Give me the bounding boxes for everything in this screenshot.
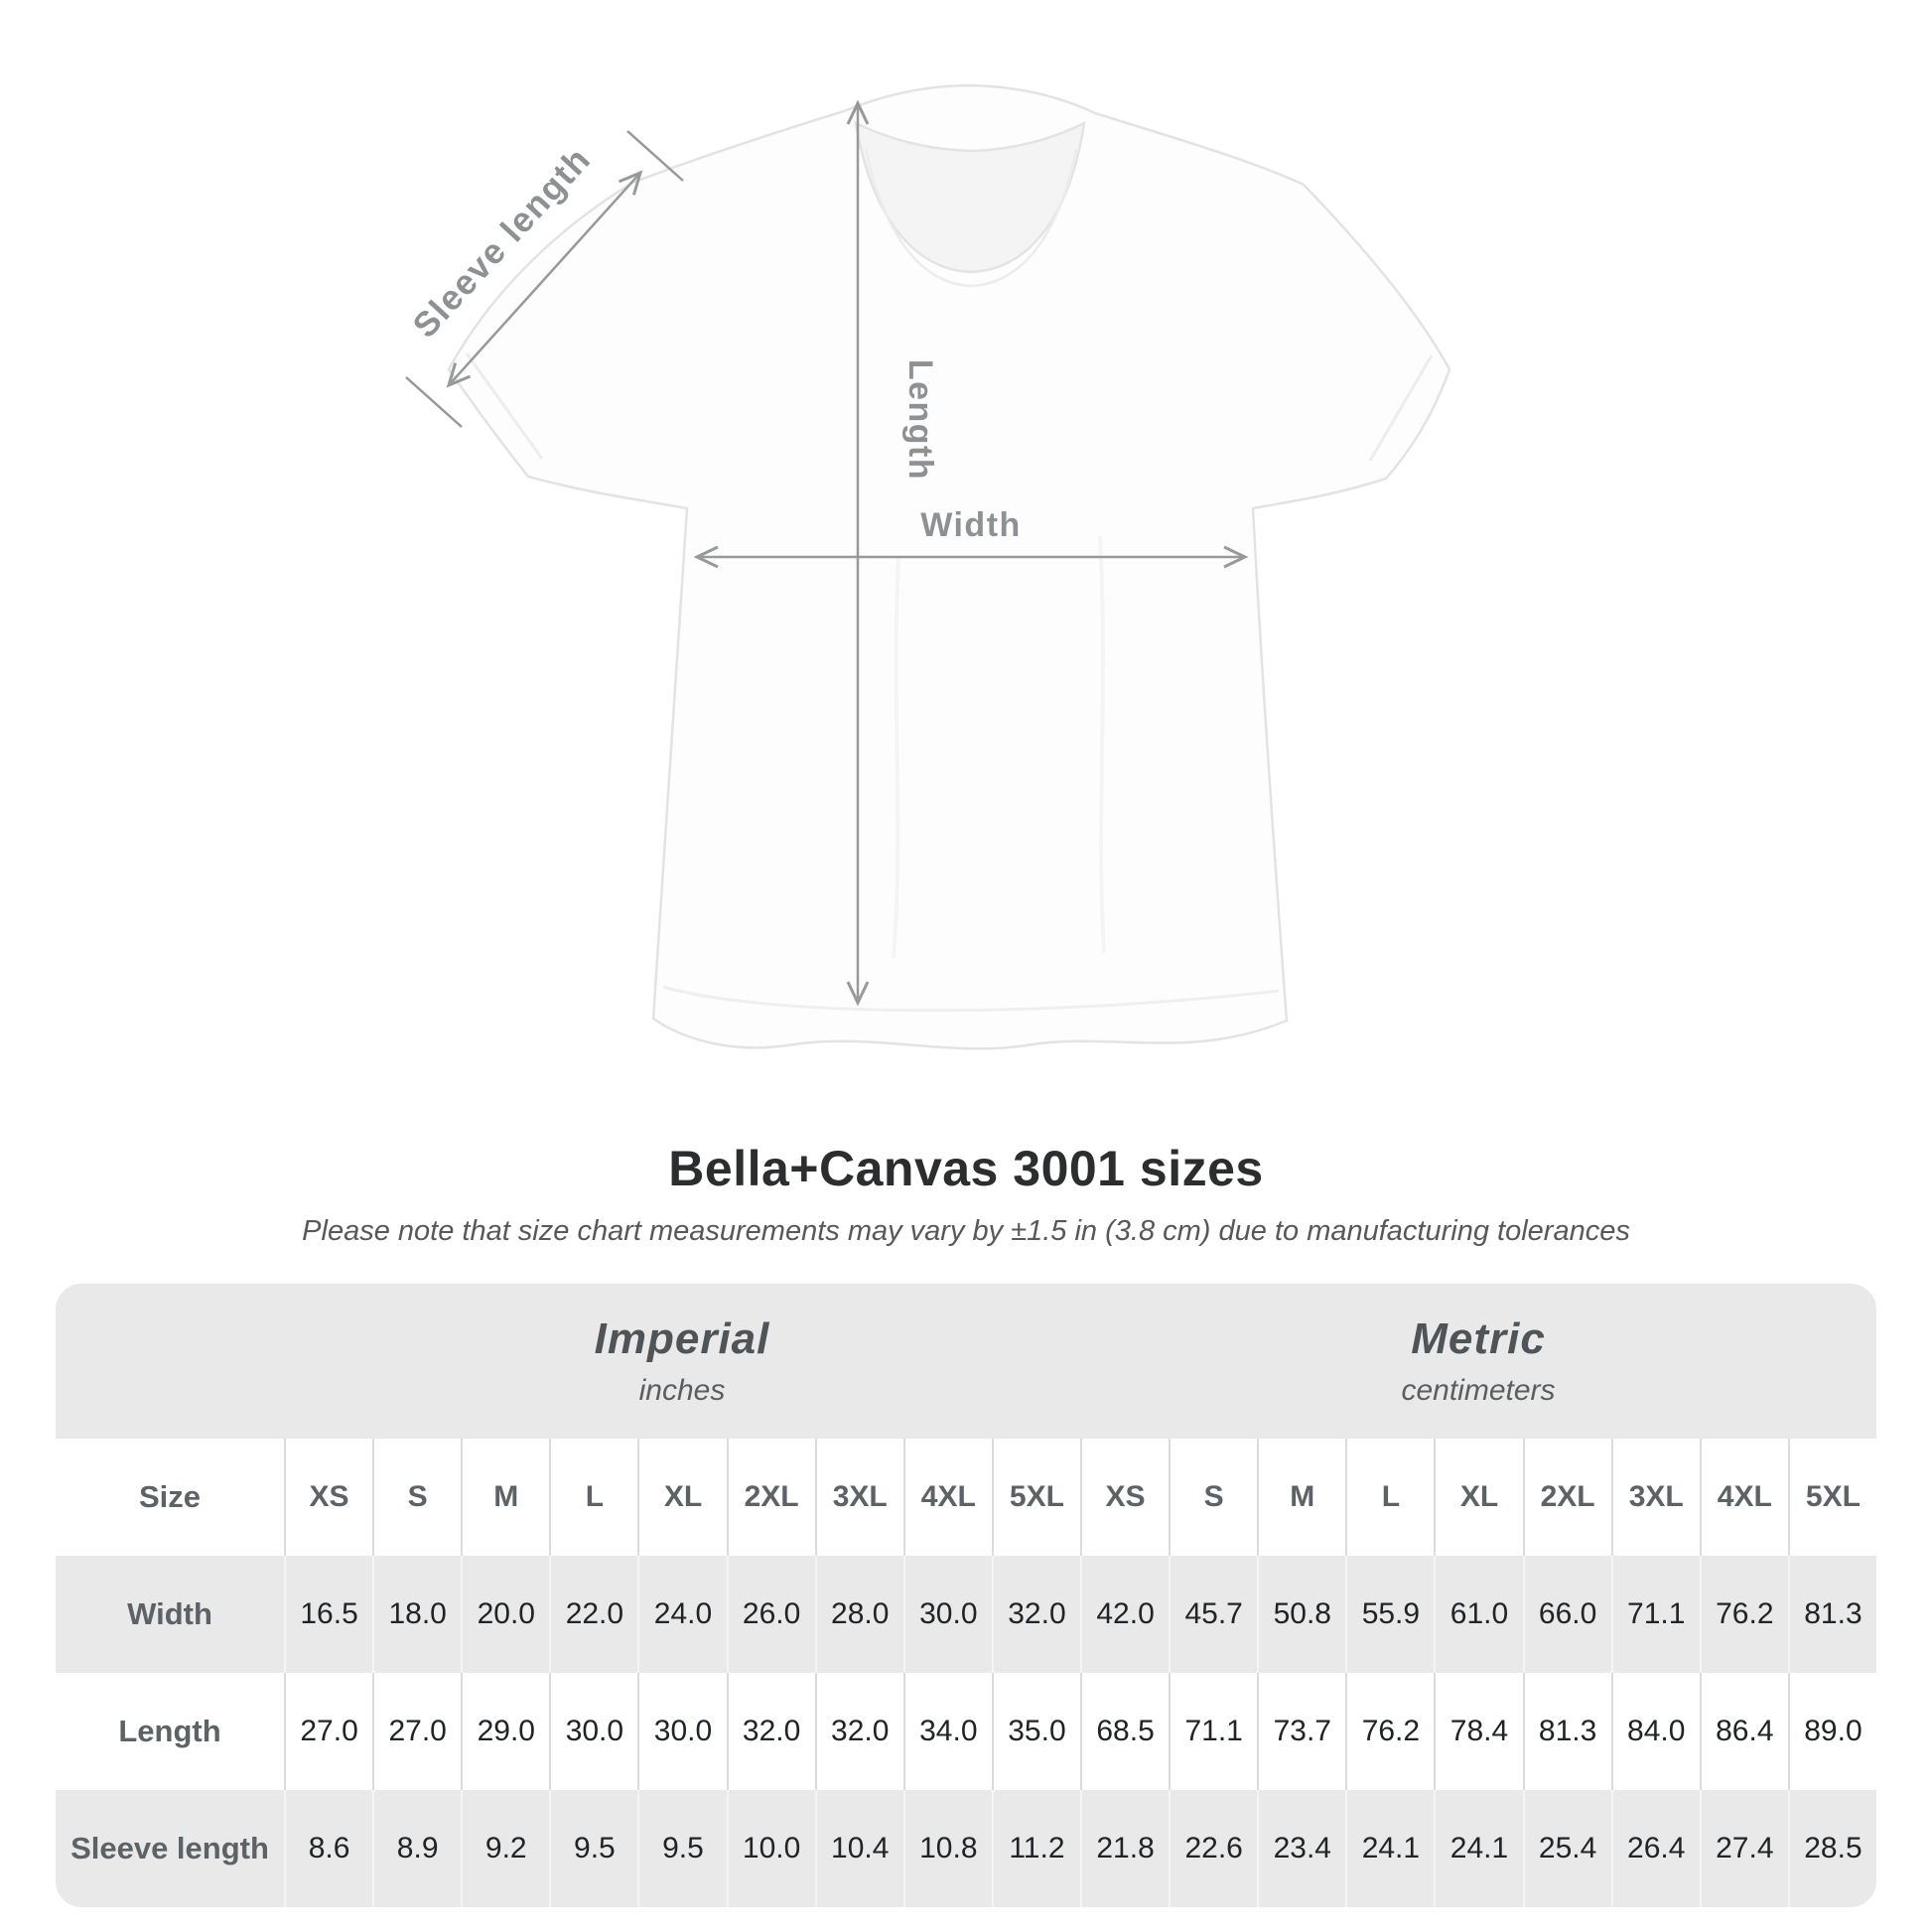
- size-col-header: M: [1257, 1439, 1346, 1556]
- table-cell: 27.4: [1699, 1790, 1788, 1907]
- table-cell: 10.8: [902, 1790, 992, 1907]
- table-cell: 35.0: [991, 1673, 1080, 1790]
- size-col-header: 5XL: [1787, 1439, 1876, 1556]
- size-col-header: L: [1345, 1439, 1435, 1556]
- size-col-header: 5XL: [991, 1439, 1080, 1556]
- unit-header-spacer: [56, 1284, 284, 1439]
- size-col-header: 4XL: [1699, 1439, 1788, 1556]
- imperial-unit: inches: [638, 1374, 726, 1407]
- imperial-header: Imperial inches: [284, 1284, 1080, 1439]
- table-cell: 32.0: [726, 1673, 815, 1790]
- size-col-header: 2XL: [1522, 1439, 1611, 1556]
- table-cell: 45.7: [1169, 1556, 1257, 1673]
- table-cell: 81.3: [1522, 1673, 1611, 1790]
- sleeve-tick-bottom: [405, 376, 463, 428]
- table-cell: 16.5: [284, 1556, 372, 1673]
- table-cell: 25.4: [1522, 1790, 1611, 1907]
- size-col-header: L: [549, 1439, 638, 1556]
- table-cell: 78.4: [1434, 1673, 1523, 1790]
- table-cell: 20.0: [461, 1556, 549, 1673]
- table-cell: 30.0: [902, 1556, 992, 1673]
- tshirt-measurement-diagram: Width Length Sleeve length: [405, 83, 1451, 1050]
- table-cell: 23.4: [1257, 1790, 1345, 1907]
- table-cell: 68.5: [1080, 1673, 1170, 1790]
- table-cell: 24.1: [1345, 1790, 1434, 1907]
- table-cell: 28.5: [1787, 1790, 1876, 1907]
- table-cell: 50.8: [1257, 1556, 1345, 1673]
- table-cell: 24.1: [1434, 1790, 1522, 1907]
- table-cell: 30.0: [637, 1673, 727, 1790]
- tolerance-note: Please note that size chart measurements…: [302, 1215, 1630, 1247]
- size-col-header: 4XL: [902, 1439, 992, 1556]
- table-cell: 32.0: [991, 1556, 1080, 1673]
- table-cell: 32.0: [814, 1673, 903, 1790]
- table-cell: 18.0: [372, 1556, 461, 1673]
- table-cell: 81.3: [1787, 1556, 1876, 1673]
- metric-label: Metric: [1411, 1314, 1546, 1363]
- imperial-label: Imperial: [594, 1314, 770, 1363]
- table-cell: 76.2: [1699, 1556, 1788, 1673]
- table-cell: 21.8: [1080, 1790, 1169, 1907]
- table-cell: 73.7: [1257, 1673, 1346, 1790]
- table-cell: 27.0: [372, 1673, 462, 1790]
- table-cell: 8.9: [372, 1790, 461, 1907]
- size-corner-header: Size: [56, 1439, 284, 1556]
- table-cell: 24.0: [637, 1556, 726, 1673]
- table-cell: 76.2: [1345, 1673, 1435, 1790]
- table-cell: 71.1: [1169, 1673, 1258, 1790]
- size-col-header: XL: [637, 1439, 727, 1556]
- table-cell: 86.4: [1699, 1673, 1788, 1790]
- size-col-header: XL: [1434, 1439, 1523, 1556]
- table-cell: 34.0: [902, 1673, 992, 1790]
- table-cell: 89.0: [1787, 1673, 1876, 1790]
- table-cell: 71.1: [1610, 1556, 1700, 1673]
- width-label: Width: [920, 506, 1022, 544]
- size-col-header: M: [461, 1439, 550, 1556]
- row-label-length: Length: [56, 1673, 284, 1790]
- metric-unit: centimeters: [1401, 1374, 1556, 1407]
- collar: [854, 120, 1086, 274]
- size-col-header: S: [1169, 1439, 1258, 1556]
- table-cell: 9.5: [549, 1790, 637, 1907]
- table-cell: 9.5: [637, 1790, 726, 1907]
- table-cell: 66.0: [1522, 1556, 1611, 1673]
- table-cell: 10.0: [726, 1790, 815, 1907]
- metric-header: Metric centimeters: [1080, 1284, 1876, 1439]
- size-col-header: S: [372, 1439, 462, 1556]
- table-cell: 8.6: [284, 1790, 372, 1907]
- size-table: Imperial inches Metric centimeters Size …: [56, 1284, 1876, 1907]
- length-label: Length: [901, 359, 939, 481]
- size-col-header: 3XL: [814, 1439, 903, 1556]
- row-label-sleeve-length: Sleeve length: [70, 1831, 269, 1865]
- size-col-header: XS: [284, 1439, 373, 1556]
- table-cell: 22.6: [1169, 1790, 1257, 1907]
- table-cell: 84.0: [1610, 1673, 1700, 1790]
- sleeve-tick-top: [626, 130, 684, 182]
- table-cell: 22.0: [549, 1556, 637, 1673]
- page-title: Bella+Canvas 3001 sizes: [668, 1141, 1264, 1196]
- table-cell: 30.0: [549, 1673, 638, 1790]
- table-cell: 29.0: [461, 1673, 550, 1790]
- size-col-header: 2XL: [726, 1439, 815, 1556]
- row-label-width: Width: [127, 1596, 212, 1631]
- table-cell: 26.0: [726, 1556, 815, 1673]
- size-col-header: XS: [1080, 1439, 1170, 1556]
- table-cell: 55.9: [1345, 1556, 1434, 1673]
- table-cell: 28.0: [814, 1556, 903, 1673]
- table-cell: 10.4: [814, 1790, 903, 1907]
- table-cell: 26.4: [1610, 1790, 1700, 1907]
- table-cell: 61.0: [1434, 1556, 1522, 1673]
- table-cell: 9.2: [461, 1790, 549, 1907]
- table-cell: 27.0: [284, 1673, 373, 1790]
- tshirt-graphic: [447, 83, 1451, 1050]
- sleeve-length-arrow: [446, 170, 643, 388]
- table-cell: 42.0: [1080, 1556, 1169, 1673]
- table-cell: 11.2: [991, 1790, 1080, 1907]
- size-col-header: 3XL: [1610, 1439, 1700, 1556]
